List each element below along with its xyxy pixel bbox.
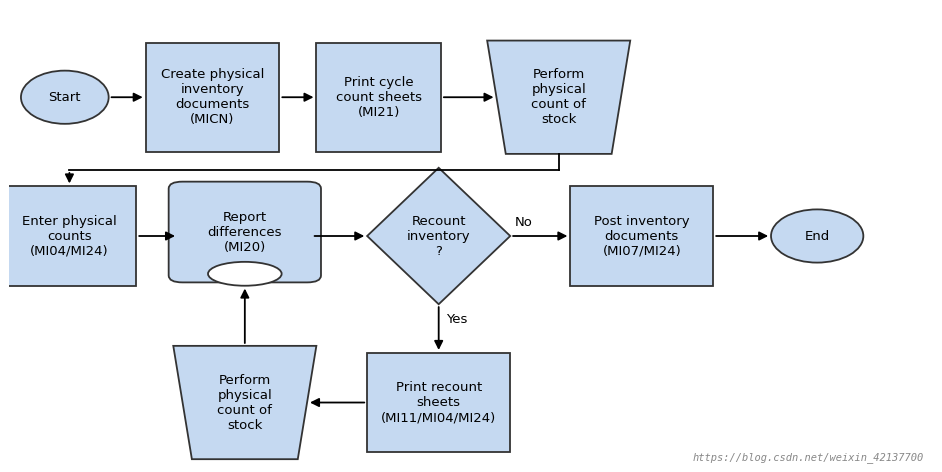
Text: No: No [515,216,533,229]
Text: Recount
inventory
?: Recount inventory ? [407,214,470,258]
FancyBboxPatch shape [317,43,441,152]
Polygon shape [367,168,511,304]
FancyBboxPatch shape [169,182,321,282]
Text: Start: Start [49,91,81,104]
Text: https://blog.csdn.net/weixin_42137700: https://blog.csdn.net/weixin_42137700 [692,452,923,463]
Text: End: End [804,229,830,243]
Text: Print recount
sheets
(MI11/MI04/MI24): Print recount sheets (MI11/MI04/MI24) [382,381,496,424]
Text: Perform
physical
count of
stock: Perform physical count of stock [531,68,586,126]
Text: Print cycle
count sheets
(MI21): Print cycle count sheets (MI21) [335,76,422,119]
FancyBboxPatch shape [570,186,713,286]
Text: Yes: Yes [447,313,467,327]
Text: Report
differences
(MI20): Report differences (MI20) [207,211,282,253]
Ellipse shape [21,71,108,124]
FancyBboxPatch shape [367,353,511,452]
Text: Post inventory
documents
(MI07/MI24): Post inventory documents (MI07/MI24) [594,214,690,258]
Ellipse shape [208,262,282,286]
Polygon shape [173,346,317,459]
Ellipse shape [771,210,864,262]
Text: Create physical
inventory
documents
(MICN): Create physical inventory documents (MIC… [161,68,264,126]
FancyBboxPatch shape [3,186,137,286]
Text: Enter physical
counts
(MI04/MI24): Enter physical counts (MI04/MI24) [22,214,117,258]
FancyBboxPatch shape [146,43,280,152]
Polygon shape [487,41,630,154]
Text: Perform
physical
count of
stock: Perform physical count of stock [218,373,272,431]
